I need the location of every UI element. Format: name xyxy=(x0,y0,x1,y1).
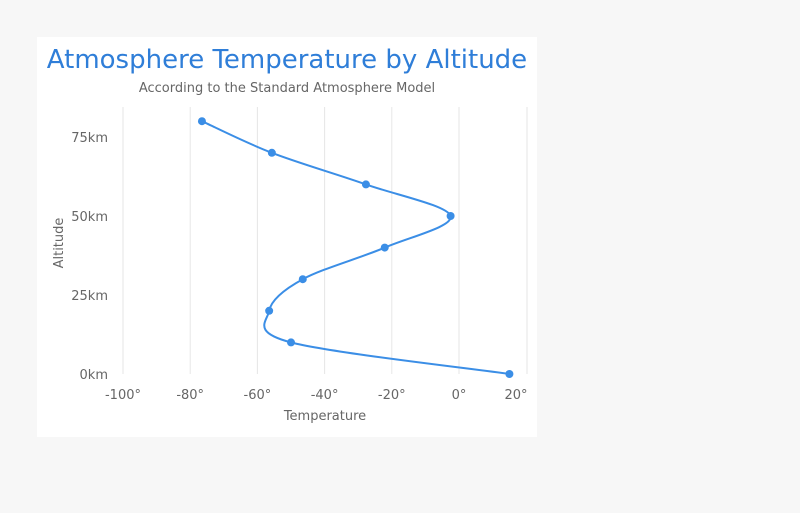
data-point[interactable] xyxy=(446,212,455,220)
x-tick-label: -20° xyxy=(378,388,406,403)
data-point[interactable] xyxy=(298,275,307,284)
x-axis-title: Temperature xyxy=(283,409,366,424)
chart-title: Atmosphere Temperature by Altitude xyxy=(47,45,527,75)
series-line-layer xyxy=(201,120,510,375)
y-axis-title: Altitude xyxy=(52,218,67,269)
series-line xyxy=(201,120,510,375)
data-point[interactable] xyxy=(267,148,276,157)
x-tick-label: -80° xyxy=(176,388,204,403)
chart-subtitle: According to the Standard Atmosphere Mod… xyxy=(139,81,435,96)
data-point[interactable] xyxy=(197,117,206,126)
grid-lines xyxy=(122,107,528,374)
x-tick-label: -100° xyxy=(105,388,141,403)
chart-svg: Atmosphere Temperature by Altitude Accor… xyxy=(47,45,528,424)
y-tick-label: 25km xyxy=(71,289,108,304)
y-tick-label: 0km xyxy=(80,368,108,383)
data-point[interactable] xyxy=(265,306,274,315)
y-tick-label: 75km xyxy=(71,131,108,146)
x-tick-label: 0° xyxy=(452,388,467,403)
x-tick-label: 20° xyxy=(504,388,527,403)
data-point[interactable] xyxy=(380,243,389,252)
chart-card: Atmosphere Temperature by Altitude Accor… xyxy=(37,37,537,437)
data-point[interactable] xyxy=(505,370,514,378)
x-tick-label: -40° xyxy=(311,388,339,403)
data-point[interactable] xyxy=(361,180,370,189)
series-points xyxy=(197,117,514,378)
tick-labels: -100° -80° -60° -40° -20° 0° 20° 0km 25km 50km 75k… xyxy=(71,131,527,403)
y-tick-label: 50km xyxy=(71,210,108,225)
x-tick-label: -60° xyxy=(244,388,272,403)
data-point[interactable] xyxy=(287,338,295,347)
